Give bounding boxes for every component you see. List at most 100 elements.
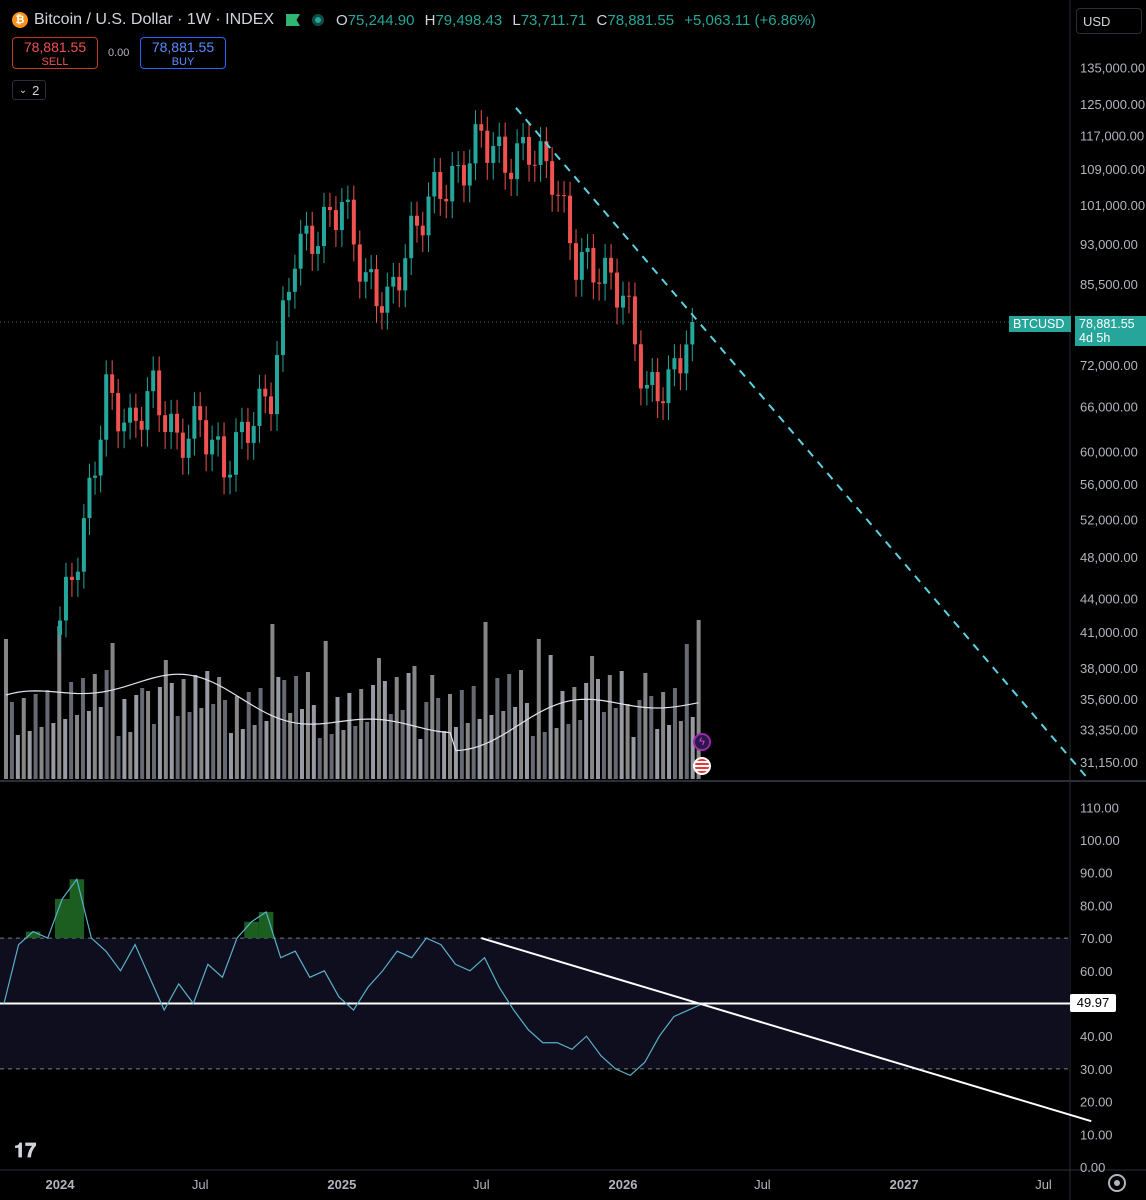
rsi-tick-label: 100.00 <box>1080 833 1120 848</box>
us-flag-icon[interactable] <box>693 757 711 775</box>
price-symbol-tag: BTCUSD <box>1009 316 1071 332</box>
volume-bar <box>442 731 447 779</box>
candle-body <box>98 439 103 476</box>
price-tick-label: 60,000.00 <box>1080 445 1138 460</box>
ohlc-values: O75,244.90 H79,498.43 L73,711.71 C78,881… <box>336 11 816 29</box>
sell-button[interactable]: 78,881.55 SELL <box>12 37 98 69</box>
volume-bar <box>483 622 488 779</box>
volume-bar <box>252 725 257 779</box>
candle-body <box>426 196 431 236</box>
candle-body <box>274 355 279 415</box>
candle-body <box>655 372 660 402</box>
candle-body <box>310 225 315 254</box>
volume-bar <box>104 670 109 779</box>
volume-bar <box>613 708 618 779</box>
currency-selector[interactable]: USD <box>1076 8 1142 34</box>
candle-body <box>461 165 466 186</box>
candle-body <box>672 358 677 370</box>
candle-body <box>374 269 379 307</box>
volume-bar <box>596 679 600 779</box>
volume-bar <box>459 690 464 779</box>
volume-bar <box>590 656 595 779</box>
volume-bar <box>228 733 233 779</box>
volume-bar <box>240 729 245 779</box>
volume-bar <box>39 727 44 779</box>
volume-bar <box>436 698 441 779</box>
settings-gear-icon[interactable] <box>1108 1174 1126 1192</box>
candle-body <box>574 243 579 280</box>
rsi-tick-label: 20.00 <box>1080 1095 1113 1110</box>
candle-body <box>503 136 508 173</box>
candle-body <box>626 295 631 297</box>
price-tick-label: 38,000.00 <box>1080 661 1138 676</box>
flag-icon[interactable] <box>286 14 301 26</box>
candle-body <box>58 620 62 635</box>
volume-bar <box>110 643 115 779</box>
volume-bar <box>625 704 630 779</box>
volume-bar <box>554 728 559 779</box>
volume-bar <box>684 644 689 779</box>
time-tick-label: 2025 <box>327 1177 356 1192</box>
candle-body <box>414 215 419 226</box>
candle-body <box>157 370 162 416</box>
candle-body <box>621 295 625 308</box>
buy-button[interactable]: 78,881.55 BUY <box>140 37 226 69</box>
candle-body <box>532 164 537 166</box>
candle-body <box>509 172 514 180</box>
symbol-header[interactable]: ₿ Bitcoin / U.S. Dollar · 1W · INDEX O75… <box>12 9 822 31</box>
candle-body <box>632 296 637 345</box>
price-tick-label: 31,150.00 <box>1080 755 1138 770</box>
candle-body <box>467 163 472 186</box>
indicator-layers-toggle[interactable]: ⌄ 2 <box>12 80 46 100</box>
lightning-icon[interactable]: ϟ <box>693 733 711 751</box>
price-tick-label: 72,000.00 <box>1080 358 1138 373</box>
candle-body <box>690 322 695 345</box>
candle-body <box>257 388 262 426</box>
volume-bar <box>560 691 565 779</box>
time-tick-label: 2024 <box>46 1177 76 1192</box>
volume-bar <box>163 660 168 779</box>
candle-body <box>81 518 86 572</box>
candle-body <box>473 124 478 164</box>
volume-bar <box>187 712 192 779</box>
candle-body <box>104 374 109 440</box>
volume-bar <box>667 725 672 779</box>
volume-bar <box>424 702 429 779</box>
candle-body <box>63 576 68 621</box>
volume-bar <box>631 737 636 779</box>
volume-bar <box>33 694 38 779</box>
candle-body <box>379 306 384 313</box>
volume-bar <box>353 726 358 779</box>
spread-value: 0.00 <box>108 47 130 59</box>
volume-bar <box>329 734 334 779</box>
candle-body <box>139 420 144 430</box>
rsi-tick-label: 70.00 <box>1080 931 1113 946</box>
candle-body <box>450 165 455 202</box>
candle-body <box>351 199 356 245</box>
candle-body <box>321 206 326 247</box>
volume-bar <box>63 719 68 779</box>
candle-body <box>391 276 396 287</box>
volume-bar <box>376 658 381 779</box>
price-tick-label: 85,500.00 <box>1080 277 1138 292</box>
candle-body <box>233 432 238 475</box>
price-tick-label: 125,000.00 <box>1080 97 1145 112</box>
candle-body <box>397 276 402 291</box>
volume-bar <box>524 703 529 779</box>
rsi-trendline <box>480 937 1092 1123</box>
candle-body <box>479 124 484 131</box>
candle-body <box>597 282 602 284</box>
price-tick-label: 93,000.00 <box>1080 237 1138 252</box>
volume-bar <box>128 732 133 779</box>
candle-body <box>204 420 209 455</box>
candle-body <box>568 195 573 244</box>
volume-bar <box>92 674 97 779</box>
volume-bar <box>140 688 145 779</box>
chevron-down-icon: ⌄ <box>18 84 28 96</box>
rsi-tick-label: 10.00 <box>1080 1127 1113 1142</box>
candle-body <box>75 571 80 580</box>
market-status-icon[interactable] <box>312 14 325 26</box>
volume-bar <box>335 697 340 779</box>
candle-body <box>216 436 221 440</box>
